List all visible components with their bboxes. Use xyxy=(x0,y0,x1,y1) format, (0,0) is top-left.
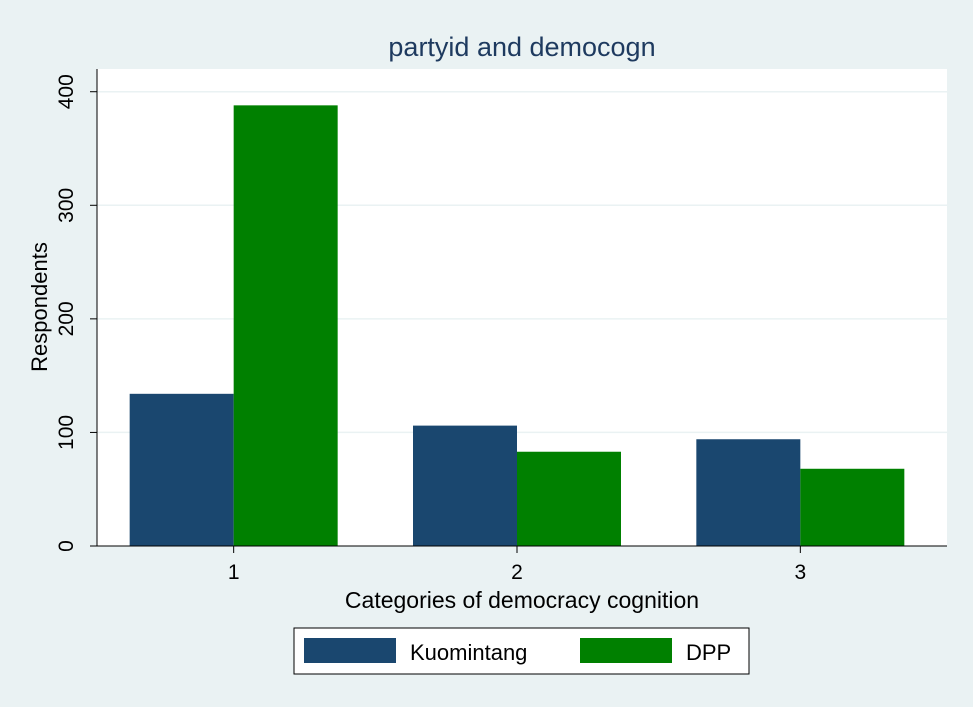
y-tick-label: 100 xyxy=(55,415,78,450)
x-tick-label: 1 xyxy=(228,561,240,584)
y-tick-label: 400 xyxy=(55,74,78,109)
bar-dpp-1 xyxy=(233,105,338,546)
x-axis-ticks: 1 2 3 xyxy=(228,546,806,584)
bar-kuomintang-1 xyxy=(129,393,234,546)
x-tick-label: 2 xyxy=(511,561,523,584)
legend-label-kuomintang: Kuomintang xyxy=(410,640,527,665)
legend: Kuomintang DPP xyxy=(293,627,750,675)
bar-kuomintang-2 xyxy=(413,425,517,546)
bar-dpp-3 xyxy=(800,468,905,546)
bar-dpp-2 xyxy=(517,451,621,546)
y-tick-label: 200 xyxy=(55,301,78,336)
chart-title: partyid and democogn xyxy=(388,32,655,62)
y-tick-label: 0 xyxy=(55,540,78,552)
legend-swatch-kuomintang xyxy=(304,638,396,663)
y-axis-ticks: 0 100 200 300 400 xyxy=(55,74,97,552)
bar-kuomintang-3 xyxy=(696,439,801,546)
y-tick-label: 300 xyxy=(55,188,78,223)
legend-label-dpp: DPP xyxy=(686,640,731,665)
x-axis-label: Categories of democracy cognition xyxy=(345,587,699,613)
y-axis-label: Respondents xyxy=(27,242,52,372)
legend-items: Kuomintang DPP xyxy=(304,638,731,665)
legend-swatch-dpp xyxy=(580,638,672,663)
bars xyxy=(129,105,905,546)
x-tick-label: 3 xyxy=(794,561,806,584)
